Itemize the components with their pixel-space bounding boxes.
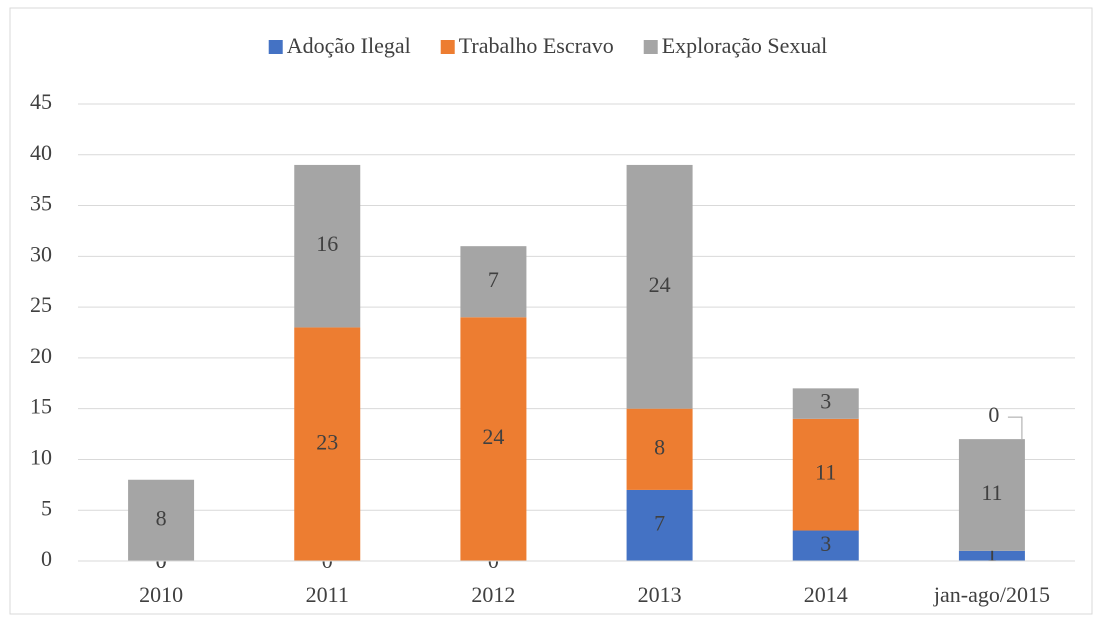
bar-segment <box>792 388 859 419</box>
bar-segment <box>958 550 1025 561</box>
legend-item: Exploração Sexual <box>643 33 828 58</box>
x-tick-label: 2010 <box>139 582 183 607</box>
bar-segment <box>128 479 195 561</box>
data-label: 3 <box>820 389 831 414</box>
bar-segment <box>460 246 527 318</box>
y-tick-label: 40 <box>30 140 52 165</box>
x-tick-label: 2011 <box>306 582 349 607</box>
y-tick-label: 45 <box>30 89 52 114</box>
y-tick-label: 25 <box>30 292 52 317</box>
x-tick-label: 2012 <box>471 582 515 607</box>
data-label: 3 <box>820 531 831 556</box>
legend-item: Adoção Ilegal <box>268 33 411 58</box>
legend-label: Exploração Sexual <box>662 33 828 58</box>
y-tick-label: 30 <box>30 241 52 266</box>
x-tick-label: 2013 <box>638 582 682 607</box>
data-label: 11 <box>981 480 1002 505</box>
legend-item: Trabalho Escravo <box>440 33 614 58</box>
data-label: 24 <box>649 272 671 297</box>
x-tick-label: 2014 <box>804 582 848 607</box>
data-label: 8 <box>654 434 665 459</box>
data-label: 7 <box>488 267 499 292</box>
data-label: 23 <box>316 429 338 454</box>
y-tick-label: 0 <box>41 546 52 571</box>
legend-swatch <box>440 40 455 54</box>
legend-swatch <box>268 40 283 54</box>
data-label: 8 <box>156 505 167 530</box>
legend-swatch <box>643 40 658 54</box>
bar-segment <box>460 317 527 561</box>
bar-segment <box>792 530 859 561</box>
data-label: 24 <box>482 424 504 449</box>
legend-label: Adoção Ilegal <box>287 33 411 58</box>
bar-segment <box>792 418 859 531</box>
y-tick-label: 35 <box>30 191 52 216</box>
legend-label: Trabalho Escravo <box>459 33 614 58</box>
data-label: 1 <box>986 541 997 566</box>
y-tick-label: 15 <box>30 394 52 419</box>
x-tick-label: jan-ago/2015 <box>933 582 1050 607</box>
bar-segment <box>626 164 693 409</box>
data-label: 0 <box>988 402 999 427</box>
data-label: 11 <box>815 460 836 485</box>
bar-segment <box>626 408 693 490</box>
bar-segment <box>294 164 361 328</box>
y-tick-label: 10 <box>30 444 52 469</box>
data-label: 7 <box>654 511 665 536</box>
callout-line <box>1007 416 1023 440</box>
y-tick-label: 20 <box>30 343 52 368</box>
data-label: 16 <box>316 231 338 256</box>
y-tick-label: 5 <box>41 495 52 520</box>
bar-segment <box>958 439 1025 551</box>
bar-segment <box>626 489 693 561</box>
bar-segment <box>294 327 361 561</box>
